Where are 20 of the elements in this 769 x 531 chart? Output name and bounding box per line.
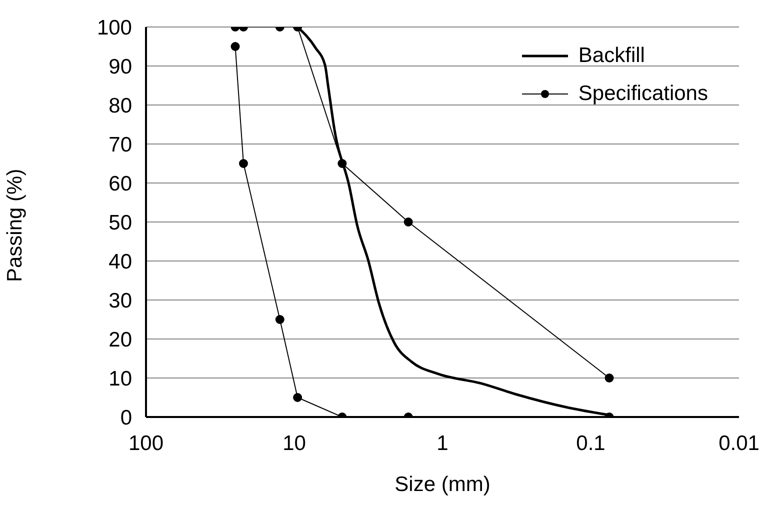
legend-label: Backfill xyxy=(578,44,645,68)
y-axis-title: Passing (%) xyxy=(3,168,26,282)
y-tick-label: 20 xyxy=(108,328,132,352)
y-tick-label: 70 xyxy=(108,133,132,156)
y-tick-label: 90 xyxy=(108,55,132,78)
y-tick-label: 40 xyxy=(108,250,132,274)
y-tick-label: 30 xyxy=(108,289,132,312)
y-tick-label: 50 xyxy=(108,211,132,234)
x-tick-label: 0.1 xyxy=(576,432,606,455)
x-tick-label: 0.01 xyxy=(718,432,760,455)
y-tick-label: 80 xyxy=(108,94,132,118)
x-tick-label: 100 xyxy=(128,432,164,455)
x-tick-label: 1 xyxy=(436,432,448,455)
legend-label: Specifications xyxy=(578,82,708,106)
x-axis-title: Size (mm) xyxy=(394,473,490,496)
y-tick-label: 60 xyxy=(108,172,132,196)
y-tick-label: 10 xyxy=(108,367,132,390)
y-tick-label: 0 xyxy=(120,406,132,430)
x-tick-label: 10 xyxy=(282,432,306,455)
y-tick-label: 100 xyxy=(96,16,132,40)
